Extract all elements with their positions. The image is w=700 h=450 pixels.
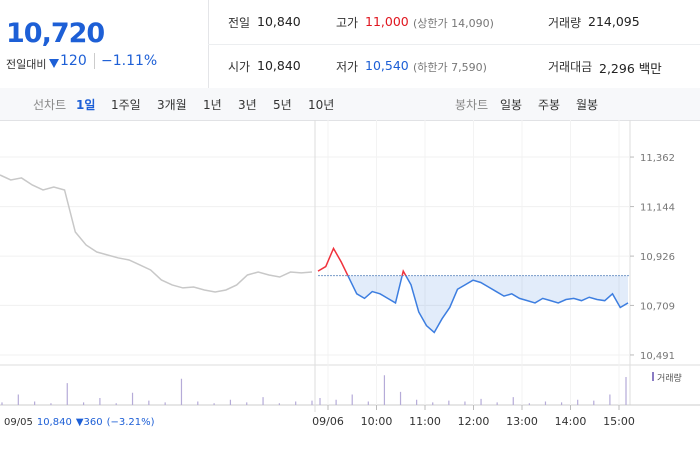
y-tick-label: 10,926 xyxy=(640,252,675,263)
volume-bar xyxy=(416,399,418,405)
info-label: 거래량 xyxy=(548,16,582,30)
change-pct: −1.11% xyxy=(94,53,157,69)
volume-bar xyxy=(66,383,68,405)
volume-bar xyxy=(115,403,117,405)
tab-group-label: 선차트 xyxy=(33,98,67,112)
info-value: 11,000 xyxy=(365,14,409,29)
tab-group-label: 봉차트 xyxy=(455,98,489,112)
tab[interactable]: 3개월 xyxy=(157,98,187,112)
footnote-change: ▼360 xyxy=(76,417,103,428)
volume-bar xyxy=(367,401,369,405)
x-tick-label: 13:00 xyxy=(506,415,538,428)
volume-bar xyxy=(480,398,482,405)
volume-bar xyxy=(593,400,595,405)
info-value: 214,095 xyxy=(588,14,640,29)
volume-bar xyxy=(311,400,313,405)
tab[interactable]: 주봉 xyxy=(538,98,561,112)
price: 10,720 xyxy=(6,18,105,49)
volume-bar xyxy=(383,375,386,405)
volume-bar xyxy=(351,394,353,405)
volume-bar xyxy=(1,402,3,405)
volume-bar xyxy=(295,401,297,405)
footnote-pct: (−3.21%) xyxy=(107,417,155,428)
volume-bar xyxy=(432,402,434,405)
volume-bar xyxy=(399,391,402,405)
volume-bar xyxy=(229,399,232,405)
footnote-date: 09/05 xyxy=(4,417,33,428)
volume-bar xyxy=(625,377,627,405)
x-tick-label: 14:00 xyxy=(555,415,587,428)
volume-bar xyxy=(262,397,264,405)
x-tick-label: 15:00 xyxy=(603,415,635,428)
volume-bar xyxy=(278,403,280,405)
info-note: (하한가 7,590) xyxy=(413,61,487,74)
legend-swatch xyxy=(652,372,654,381)
volume-bar xyxy=(335,399,337,405)
legend-label: 거래량 xyxy=(657,372,682,384)
volume-bar xyxy=(34,401,36,405)
x-tick-label: 12:00 xyxy=(458,415,490,428)
volume-bar xyxy=(213,403,215,405)
volume-bar xyxy=(246,402,248,405)
volume-bar xyxy=(609,394,611,405)
volume-bar xyxy=(319,398,321,405)
volume-bar xyxy=(148,400,150,405)
y-tick-label: 11,144 xyxy=(640,203,675,214)
volume-bar xyxy=(577,399,579,405)
volume-bar xyxy=(464,401,466,405)
x-tick-label: 11:00 xyxy=(409,415,441,428)
change-label: 전일대비 xyxy=(6,58,47,71)
footnote-close: 10,840 xyxy=(37,417,72,428)
info-value: 10,840 xyxy=(257,58,301,73)
divider xyxy=(208,44,700,45)
info-value: 10,540 xyxy=(365,58,409,73)
info-value: 10,840 xyxy=(257,14,301,29)
info-value: 2,296 백만 xyxy=(599,61,662,76)
area xyxy=(318,275,628,333)
y-tick-label: 10,709 xyxy=(640,301,675,312)
info-label: 거래대금 xyxy=(548,60,593,74)
volume-bar xyxy=(99,398,101,405)
tab[interactable]: 5년 xyxy=(273,98,292,112)
down-icon xyxy=(49,59,59,68)
tab-bar xyxy=(0,88,700,121)
info-label: 저가 xyxy=(336,60,359,74)
footnote: 09/05 10,840 ▼360 (−3.21%) xyxy=(4,417,155,428)
x-tick-label: 09/06 xyxy=(312,415,344,428)
info-label: 전일 xyxy=(228,16,251,30)
tab[interactable]: 월봉 xyxy=(576,98,599,112)
info-note: (상한가 14,090) xyxy=(413,17,494,30)
change: 120 xyxy=(60,53,87,69)
volume-bar xyxy=(50,403,52,405)
x-tick-label: 10:00 xyxy=(361,415,393,428)
volume-bar xyxy=(496,402,498,405)
volume-bar xyxy=(197,401,199,405)
line xyxy=(347,275,629,334)
volume-bar xyxy=(512,397,514,405)
y-tick-label: 10,491 xyxy=(640,351,675,362)
y-tick-label: 11,362 xyxy=(640,153,675,164)
volume-bar xyxy=(544,401,547,405)
info-label: 시가 xyxy=(228,60,251,74)
volume-bar xyxy=(131,392,134,405)
info-label: 고가 xyxy=(336,16,359,30)
volume-bar xyxy=(528,403,530,405)
volume-bar xyxy=(82,402,85,405)
tab[interactable]: 1년 xyxy=(203,98,222,112)
line xyxy=(0,174,313,293)
tab[interactable]: 일봉 xyxy=(500,98,523,112)
tab[interactable]: 1일 xyxy=(76,98,96,112)
volume-bar xyxy=(164,402,166,405)
volume-bar xyxy=(17,394,19,405)
volume-bar xyxy=(448,400,450,405)
volume-bar xyxy=(560,402,563,405)
tab[interactable]: 10년 xyxy=(308,98,335,112)
tab[interactable]: 1주일 xyxy=(111,98,141,112)
tab[interactable]: 3년 xyxy=(238,98,257,112)
volume-bar xyxy=(180,378,183,405)
